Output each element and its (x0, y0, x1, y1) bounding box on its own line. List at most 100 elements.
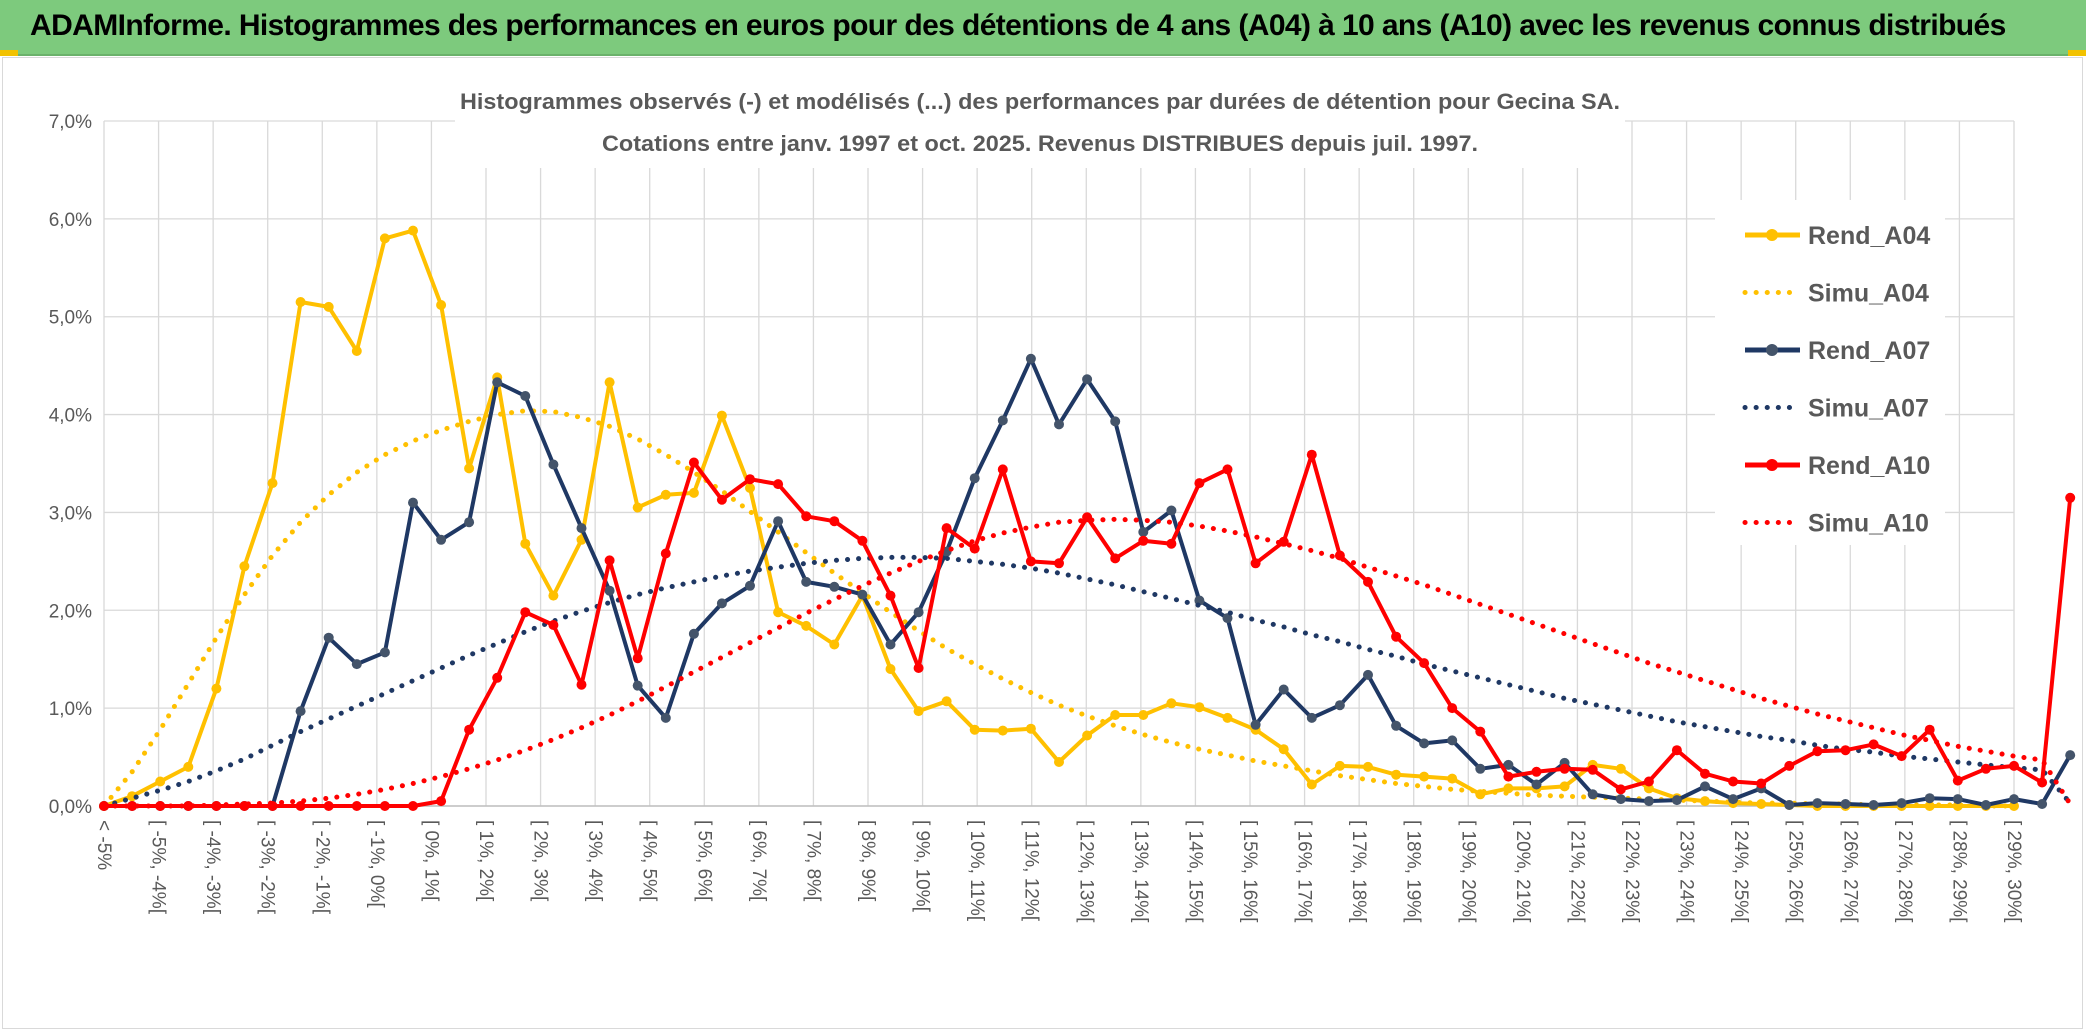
data-point-rend-a10 (576, 679, 587, 690)
data-point-rend-a10 (1278, 536, 1289, 547)
data-point-rend-a04 (351, 346, 362, 356)
legend-label-simu-a10: Simu_A10 (1808, 510, 1929, 538)
legend-marker-rend-a04 (1766, 229, 1778, 241)
data-point-rend-a04 (913, 706, 924, 717)
legend-marker-rend-a07 (1766, 344, 1778, 356)
data-point-rend-a10 (2037, 777, 2048, 788)
data-point-rend-a07 (1643, 796, 1654, 807)
x-tick-label: [ 22%, 23%[ (1621, 820, 1642, 923)
data-point-rend-a10 (1671, 745, 1682, 756)
data-point-rend-a07 (1952, 794, 1963, 805)
data-point-rend-a07 (1615, 794, 1626, 805)
data-point-rend-a04 (239, 561, 250, 572)
data-point-rend-a04 (1334, 760, 1345, 771)
data-point-rend-a10 (1756, 778, 1767, 789)
x-tick-label: [ 13%, 14%[ (1130, 820, 1151, 923)
y-tick-label: 7,0% (49, 112, 92, 133)
data-point-rend-a10 (1222, 464, 1233, 475)
data-point-rend-a04 (1447, 773, 1458, 784)
data-point-rend-a07 (773, 516, 784, 527)
data-point-rend-a10 (1194, 478, 1205, 489)
data-point-rend-a04 (632, 502, 643, 513)
data-point-rend-a10 (1643, 776, 1654, 787)
data-point-rend-a07 (1054, 419, 1064, 430)
data-point-rend-a10 (1419, 658, 1430, 669)
data-point-rend-a04 (1306, 779, 1317, 790)
y-tick-label: 4,0% (49, 406, 92, 427)
data-point-rend-a07 (520, 391, 531, 401)
data-point-rend-a07 (1419, 738, 1430, 749)
data-point-rend-a07 (1503, 759, 1514, 770)
data-point-rend-a04 (660, 489, 671, 500)
x-tick-label: [ 28%, 29%[ (1948, 820, 1969, 923)
legend-label-simu-a04: Simu_A04 (1808, 280, 1929, 308)
x-tick-label: [ 11%, 12%[ (1021, 820, 1042, 922)
x-tick-label: [ 20%, 21%[ (1512, 820, 1533, 923)
legend-label-rend-a10: Rend_A10 (1808, 452, 1930, 480)
data-point-rend-a07 (436, 534, 447, 545)
y-tick-label: 5,0% (49, 308, 92, 329)
data-point-rend-a10 (604, 555, 615, 566)
data-point-rend-a07 (1700, 781, 1710, 792)
data-point-rend-a07 (1250, 719, 1261, 730)
data-point-rend-a10 (660, 548, 671, 559)
x-tick-label: [ 6%, 7%[ (748, 820, 769, 902)
data-point-rend-a07 (604, 585, 615, 596)
data-point-rend-a04 (773, 607, 784, 618)
data-point-rend-a07 (997, 415, 1008, 426)
data-point-rend-a04 (1559, 781, 1570, 792)
data-point-rend-a04 (379, 233, 390, 244)
data-point-rend-a10 (127, 801, 138, 811)
data-point-rend-a10 (885, 590, 896, 601)
x-tick-label: [ -3%, -2%[ (257, 820, 278, 915)
data-point-rend-a07 (464, 517, 475, 528)
legend-marker-rend-a10 (1766, 459, 1778, 471)
series-line-simu-a07 (101, 554, 2073, 809)
data-point-rend-a10 (323, 801, 334, 811)
report-banner: ADAMInforme. Histogrammes des performanc… (0, 0, 2086, 56)
x-tick-label: [ 21%, 22%[ (1566, 820, 1587, 923)
data-point-rend-a07 (1924, 793, 1935, 804)
data-point-rend-a10 (492, 672, 503, 683)
data-point-rend-a10 (351, 801, 362, 811)
x-tick-label: [ -4%, -3%[ (202, 820, 223, 915)
data-point-rend-a04 (548, 590, 559, 601)
data-point-rend-a10 (1391, 631, 1402, 642)
data-point-rend-a07 (1334, 700, 1345, 711)
data-point-rend-a10 (632, 653, 643, 664)
data-point-rend-a07 (857, 589, 868, 600)
data-point-rend-a04 (688, 487, 699, 498)
chart-title-line2: Cotations entre janv. 1997 et oct. 2025.… (602, 131, 1478, 156)
data-point-rend-a07 (1166, 505, 1177, 516)
data-point-rend-a04 (1222, 712, 1233, 723)
data-point-rend-a10 (1615, 784, 1626, 795)
data-point-rend-a04 (745, 483, 755, 493)
data-point-rend-a07 (1082, 374, 1093, 385)
data-point-rend-a04 (604, 377, 615, 388)
data-point-rend-a10 (1306, 449, 1317, 460)
y-tick-label: 6,0% (49, 210, 92, 231)
x-tick-label: [ -1%, 0%[ (366, 820, 387, 908)
data-point-rend-a04 (829, 639, 840, 650)
legend-label-simu-a07: Simu_A07 (1808, 395, 1929, 423)
x-tick-label: [ 17%, 18%[ (1348, 820, 1369, 923)
banner-corner-right (2068, 50, 2086, 56)
data-point-rend-a10 (464, 724, 475, 735)
data-point-rend-a07 (1138, 527, 1149, 537)
x-tick-label: [ 15%, 16%[ (1239, 820, 1260, 923)
data-point-rend-a04 (1166, 698, 1177, 709)
data-point-rend-a04 (211, 683, 222, 694)
x-tick-label: [ 5%, 6%[ (693, 820, 714, 902)
data-point-rend-a10 (1054, 558, 1064, 569)
x-tick-label: [ 4%, 5%[ (639, 820, 660, 902)
data-point-rend-a07 (1728, 794, 1739, 805)
data-point-rend-a07 (1840, 799, 1851, 809)
data-point-rend-a07 (323, 632, 334, 643)
data-point-rend-a10 (857, 535, 868, 546)
data-point-rend-a07 (1868, 800, 1879, 810)
x-tick-label: [ 1%, 2%[ (475, 820, 496, 902)
y-tick-label: 3,0% (49, 503, 92, 524)
data-point-rend-a10 (913, 663, 924, 673)
data-point-rend-a04 (1363, 761, 1373, 772)
